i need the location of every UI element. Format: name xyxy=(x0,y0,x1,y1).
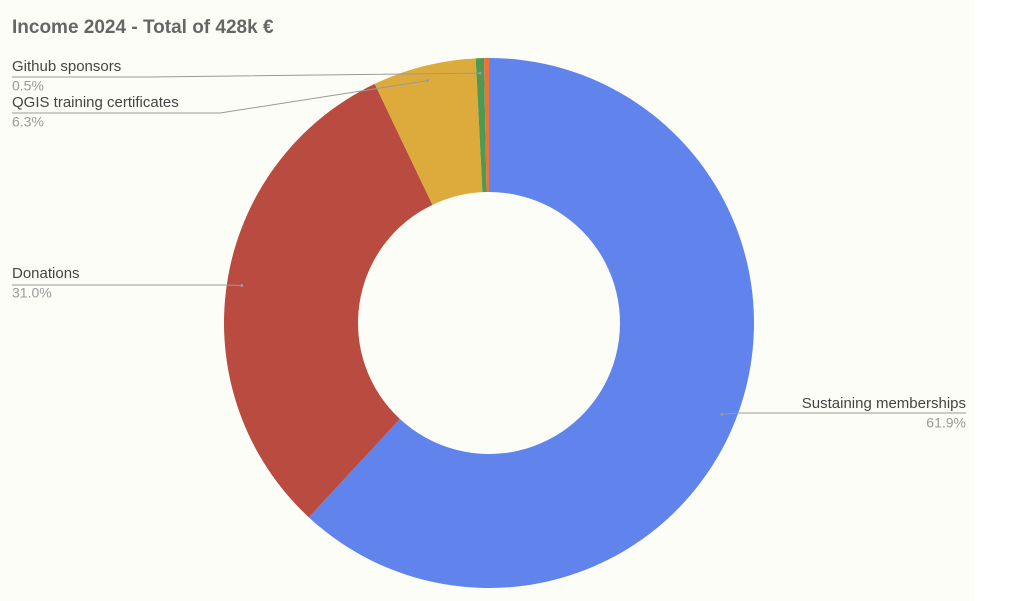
donut-slice xyxy=(484,58,489,193)
chart-title: Income 2024 - Total of 428k € xyxy=(12,17,274,38)
slice-label: QGIS training certificates xyxy=(12,94,179,111)
donut-slice xyxy=(475,58,487,193)
donut-slice xyxy=(308,58,754,588)
leader-dot xyxy=(426,79,430,83)
slice-value-label: 6.3% xyxy=(12,114,44,130)
leader-dot xyxy=(478,71,482,75)
leader-line xyxy=(721,412,966,415)
donut-slice xyxy=(374,58,483,205)
slice-label: Donations xyxy=(12,265,80,282)
slice-value-label: 0.5% xyxy=(12,78,44,94)
slice-label: Sustaining memberships xyxy=(802,395,966,412)
leader-line xyxy=(12,72,481,78)
leader-dot xyxy=(720,412,724,416)
donut-slice xyxy=(223,83,433,518)
slice-value-label: 61.9% xyxy=(926,415,966,431)
leader-line xyxy=(12,80,428,114)
slice-label: Github sponsors xyxy=(12,58,121,75)
leader-dot xyxy=(240,283,244,287)
slice-value-label: 31.0% xyxy=(12,285,52,301)
